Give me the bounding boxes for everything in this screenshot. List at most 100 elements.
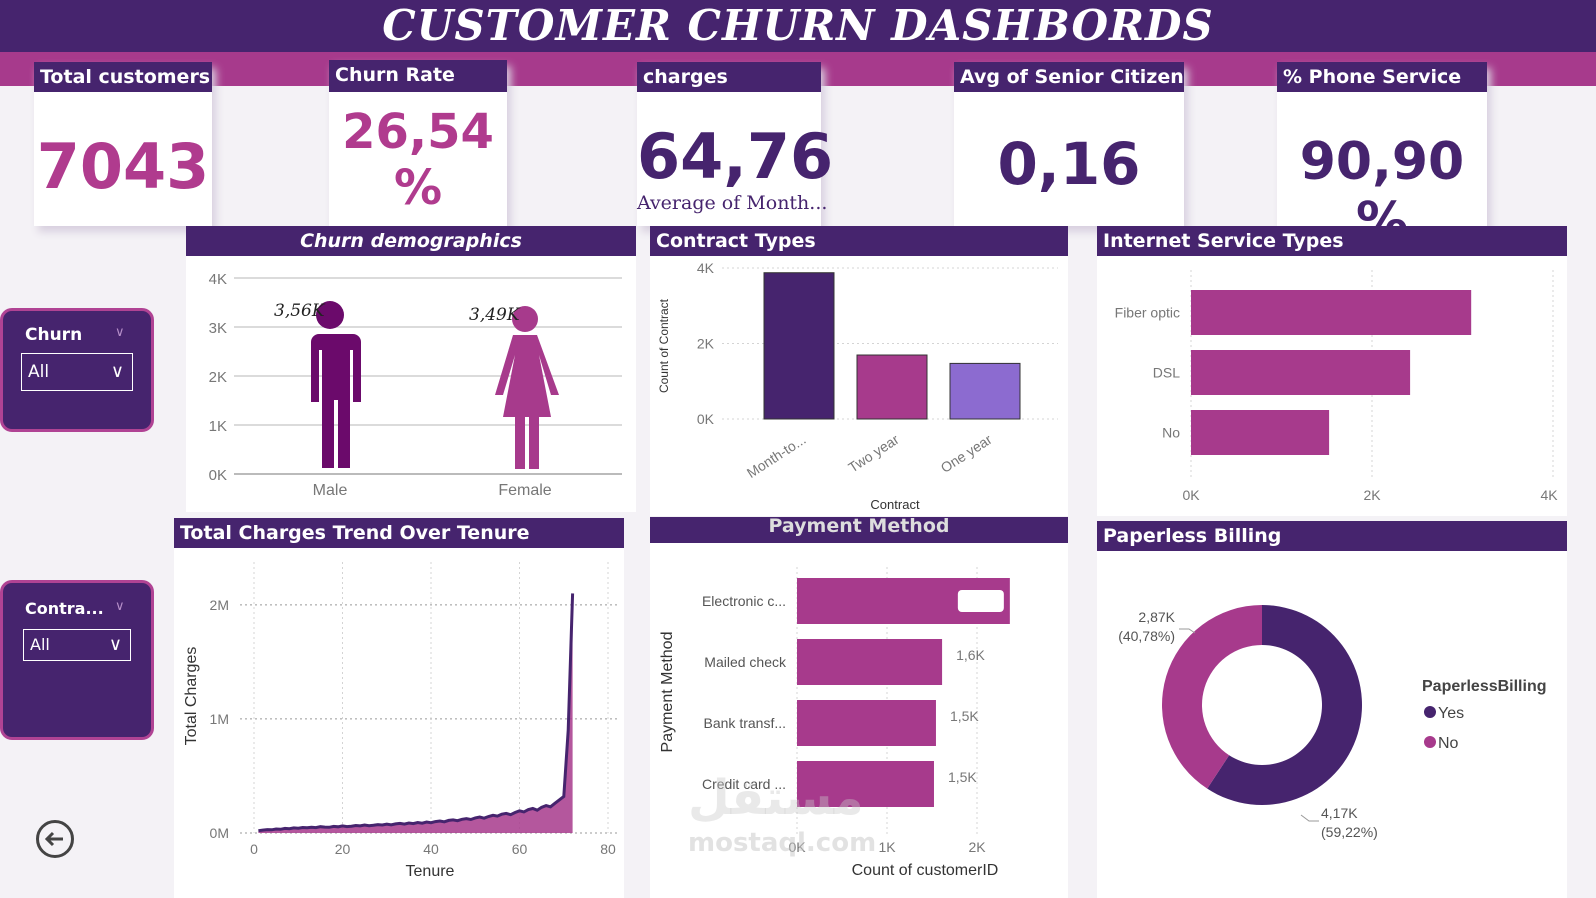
- legend-title: PaperlessBilling: [1422, 678, 1547, 695]
- kpi-phone-service[interactable]: % Phone Service 90,90 %: [1277, 62, 1487, 252]
- slicer-title: Churn: [25, 325, 83, 345]
- y-tick: Electronic c...: [702, 593, 786, 609]
- y-axis-label: Count of Contract: [657, 298, 671, 393]
- internet-chart: 0K 2K 4K Fiber optic DSL No: [1115, 270, 1558, 503]
- bar-1[interactable]: [797, 639, 943, 685]
- panel-title: Churn demographics: [186, 226, 636, 256]
- churn-dropdown[interactable]: All ∨: [21, 353, 133, 391]
- y-tick: Mailed check: [704, 654, 787, 670]
- female-figure-icon[interactable]: [495, 306, 559, 469]
- legend-no[interactable]: No: [1438, 735, 1459, 752]
- y-tick: 1M: [210, 711, 229, 727]
- no-data-label: 2,87K: [1138, 609, 1175, 625]
- kpi-value: 26,54: [342, 104, 494, 160]
- bar-0[interactable]: [763, 272, 835, 420]
- panel-payment-method: Payment Method Payment Method Count of c…: [650, 517, 1068, 898]
- yes-data-label: 4,17K: [1321, 805, 1358, 821]
- slice-no[interactable]: [1162, 605, 1262, 789]
- y-tick: 4K: [697, 260, 715, 276]
- panel-paperless-billing: Paperless Billing 2,87K (40,78%) 4,17K (…: [1097, 521, 1567, 898]
- area-fill[interactable]: [258, 593, 573, 833]
- y-tick: Fiber optic: [1115, 305, 1180, 321]
- y-tick: 2K: [209, 369, 227, 386]
- kpi-value: 7043: [36, 130, 210, 203]
- trend-chart: Total Charges Tenure 2M 1M 0M 0 20 40 60 80: [183, 562, 618, 880]
- x-tick: 80: [600, 841, 616, 857]
- dropdown-value: All: [30, 635, 50, 654]
- panel-title: Contract Types: [650, 226, 1068, 256]
- chevron-down-icon[interactable]: ∨: [115, 325, 125, 340]
- contract-dropdown[interactable]: All ∨: [23, 629, 131, 661]
- slice-yes[interactable]: [1207, 605, 1363, 805]
- kpi-churn-rate[interactable]: Churn Rate 26,54 %: [329, 60, 507, 226]
- y-tick: DSL: [1153, 365, 1180, 381]
- demographics-chart: 4K 3K 2K 1K 0K 3,56K 3,49K Male Female: [209, 271, 622, 499]
- bar-2[interactable]: [1191, 410, 1330, 455]
- watermark-latin: mostaql.com: [688, 828, 877, 858]
- x-tick: Male: [313, 482, 348, 499]
- y-tick: 2M: [210, 597, 229, 613]
- legend-yes-marker: [1424, 706, 1436, 718]
- y-tick: 4K: [209, 271, 227, 288]
- x-tick: One year: [938, 431, 995, 476]
- slicer-churn[interactable]: Churn ∨ All ∨: [0, 308, 154, 432]
- x-tick: 0K: [1182, 487, 1200, 503]
- leader-line: [1300, 814, 1319, 822]
- kpi-subtitle: Average of Month...: [637, 192, 828, 214]
- bar-1[interactable]: [1191, 350, 1411, 395]
- x-tick: 0K: [788, 839, 806, 855]
- chevron-down-icon[interactable]: ∨: [115, 599, 125, 614]
- y-tick: 1K: [209, 418, 227, 435]
- panel-title: Internet Service Types: [1097, 226, 1567, 256]
- female-value-label: 3,49K: [469, 305, 521, 325]
- y-tick: Bank transf...: [704, 715, 786, 731]
- male-figure-icon[interactable]: [307, 301, 361, 468]
- y-tick: 0M: [210, 825, 229, 841]
- chevron-down-icon: ∨: [108, 634, 122, 655]
- bar-1[interactable]: [856, 354, 928, 420]
- series-line[interactable]: [258, 593, 575, 833]
- y-tick: 3K: [209, 320, 227, 337]
- kpi-total-customers[interactable]: Total customers 7043: [34, 62, 212, 226]
- x-tick: 20: [335, 841, 351, 857]
- value-label: 1,6K: [956, 647, 985, 663]
- header-bar: [0, 0, 1596, 52]
- kpi-label: Churn Rate: [329, 60, 507, 92]
- x-tick: 1K: [878, 839, 896, 855]
- bar-0[interactable]: [1191, 290, 1472, 335]
- panel-internet-service: Internet Service Types 0K 2K 4K Fiber optic…: [1097, 226, 1567, 516]
- y-axis-label: Payment Method: [659, 632, 676, 753]
- male-value-label: 3,56K: [274, 301, 326, 321]
- kpi-label: Total customers: [34, 62, 212, 92]
- y-tick: 0K: [697, 411, 715, 427]
- bar-2[interactable]: [949, 362, 1021, 420]
- y-tick: 2K: [697, 336, 715, 352]
- y-tick: Credit card ...: [702, 776, 786, 792]
- x-tick: Month-to...: [744, 431, 809, 481]
- x-tick: 4K: [1540, 487, 1558, 503]
- x-axis-label: Contract: [870, 497, 920, 512]
- y-axis-label: Total Charges: [183, 647, 200, 746]
- dropdown-value: All: [28, 362, 50, 382]
- back-arrow-icon[interactable]: [36, 820, 74, 858]
- slicer-contract[interactable]: Contra... ∨ All ∨: [0, 580, 154, 740]
- bar-3[interactable]: [797, 761, 934, 807]
- x-axis-label: Tenure: [406, 863, 455, 880]
- yes-data-pct: (59,22%): [1321, 824, 1378, 840]
- panel-title: Paperless Billing: [1097, 521, 1567, 551]
- kpi-label: Avg of Senior Citizen: [954, 62, 1184, 92]
- kpi-senior-citizen[interactable]: Avg of Senior Citizen 0,16: [954, 62, 1184, 226]
- watermark-arabic: مستقل: [688, 770, 864, 826]
- bar-2[interactable]: [797, 700, 936, 746]
- x-tick: Female: [498, 482, 551, 499]
- paperless-chart: 2,87K (40,78%) 4,17K (59,22%) PaperlessB…: [1118, 605, 1547, 840]
- panel-total-charges: Total Charges Trend Over Tenure Total Ch…: [174, 518, 624, 898]
- x-tick: 60: [512, 841, 528, 857]
- value-label: 1,5K: [948, 769, 977, 785]
- kpi-charges[interactable]: charges 64,76 Average of Month...: [637, 62, 833, 226]
- legend-yes[interactable]: Yes: [1438, 705, 1464, 722]
- value-label-box: [957, 590, 1004, 612]
- x-tick: 40: [423, 841, 439, 857]
- panel-title: Payment Method: [650, 517, 1068, 543]
